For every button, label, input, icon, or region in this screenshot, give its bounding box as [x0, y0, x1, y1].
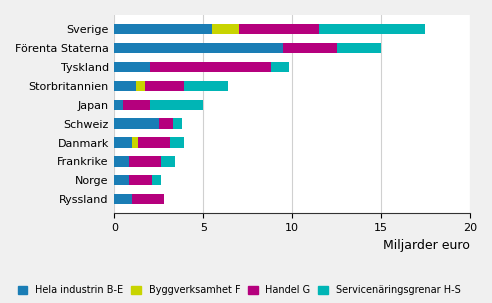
Bar: [150, 100, 203, 110]
Bar: [161, 156, 175, 167]
Bar: [212, 24, 239, 35]
Bar: [115, 43, 283, 53]
Bar: [319, 24, 426, 35]
Bar: [132, 194, 164, 204]
Bar: [170, 137, 184, 148]
Bar: [115, 24, 212, 35]
Bar: [184, 81, 228, 91]
Bar: [271, 62, 289, 72]
Bar: [115, 100, 123, 110]
Bar: [239, 24, 319, 35]
X-axis label: Miljarder euro: Miljarder euro: [383, 239, 470, 251]
Bar: [123, 100, 150, 110]
Legend: Hela industrin B-E, Byggverksamhet F, Handel G, Servicenäringsgrenar H-S: Hela industrin B-E, Byggverksamhet F, Ha…: [15, 282, 463, 298]
Bar: [138, 137, 170, 148]
Bar: [173, 118, 182, 129]
Bar: [115, 194, 132, 204]
Bar: [337, 43, 381, 53]
Bar: [115, 175, 128, 185]
Bar: [115, 137, 132, 148]
Bar: [136, 81, 145, 91]
Bar: [150, 62, 271, 72]
Bar: [145, 81, 184, 91]
Bar: [128, 175, 152, 185]
Bar: [283, 43, 337, 53]
Bar: [115, 156, 128, 167]
Bar: [115, 118, 159, 129]
Bar: [132, 137, 138, 148]
Bar: [128, 156, 161, 167]
Bar: [159, 118, 173, 129]
Bar: [115, 81, 136, 91]
Bar: [115, 62, 150, 72]
Bar: [152, 175, 161, 185]
